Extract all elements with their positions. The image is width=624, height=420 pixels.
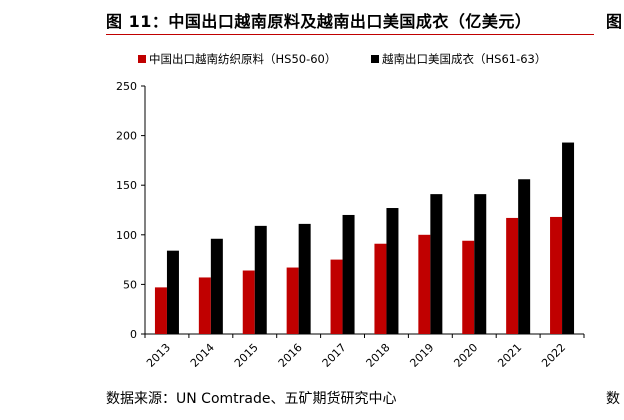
bar-series1	[330, 259, 343, 334]
bar-series1	[154, 287, 167, 334]
bar-series1	[418, 234, 431, 334]
clipped-next-source-fragment: 数	[606, 391, 620, 407]
bar-series2	[562, 142, 575, 334]
bar-series2	[298, 223, 311, 334]
x-axis: 2013 2014 2015 2016 2017 2018 2019 2020 2021 2022	[144, 333, 585, 370]
bar-series2	[254, 225, 267, 334]
legend-swatch-series1	[138, 55, 146, 63]
y-tick-label: 100	[116, 229, 137, 242]
bars	[154, 142, 575, 334]
x-tick-label: 2014	[188, 341, 217, 370]
clipped-next-figure-title: 图	[606, 12, 623, 31]
legend: 中国出口越南纺织原料（HS50-60） 越南出口美国成衣（HS61-63）	[138, 52, 546, 66]
legend-label-series1: 中国出口越南纺织原料（HS50-60）	[149, 52, 336, 66]
y-axis: 0 50 100 150 200 250	[116, 80, 146, 341]
bar-series2	[518, 179, 531, 334]
x-tick-label: 2018	[364, 341, 393, 370]
chart-title: 图 11：中国出口越南原料及越南出口美国成衣（亿美元）	[106, 12, 532, 31]
bar-series1	[374, 243, 387, 334]
bar-series2	[474, 194, 487, 334]
x-tick-label: 2017	[320, 341, 349, 370]
x-tick-label: 2021	[495, 341, 524, 370]
y-tick-label: 50	[123, 278, 137, 291]
bar-series1	[286, 267, 299, 334]
x-tick-label: 2020	[451, 341, 480, 370]
x-tick-label: 2015	[232, 341, 261, 370]
bar-series1	[550, 216, 563, 334]
bar-series1	[198, 277, 211, 334]
y-tick-label: 250	[116, 80, 137, 93]
source-note: 数据来源：UN Comtrade、五矿期货研究中心	[106, 391, 397, 407]
bar-series1	[242, 270, 255, 334]
bar-series1	[506, 217, 519, 334]
legend-swatch-series2	[371, 55, 379, 63]
legend-label-series2: 越南出口美国成衣（HS61-63）	[382, 52, 546, 66]
y-tick-label: 200	[116, 130, 137, 143]
bar-series1	[462, 240, 475, 334]
bar-series2	[210, 238, 223, 334]
bar-series2	[166, 250, 179, 334]
x-tick-label: 2022	[539, 341, 568, 370]
title-rule	[106, 34, 594, 35]
bar-series2	[386, 208, 399, 334]
y-tick-label: 150	[116, 179, 137, 192]
x-tick-label: 2013	[144, 341, 173, 370]
y-tick-label: 0	[130, 328, 137, 341]
x-tick-label: 2019	[407, 341, 436, 370]
bar-series2	[342, 214, 355, 334]
x-tick-label: 2016	[276, 341, 305, 370]
bar-series2	[430, 194, 443, 334]
